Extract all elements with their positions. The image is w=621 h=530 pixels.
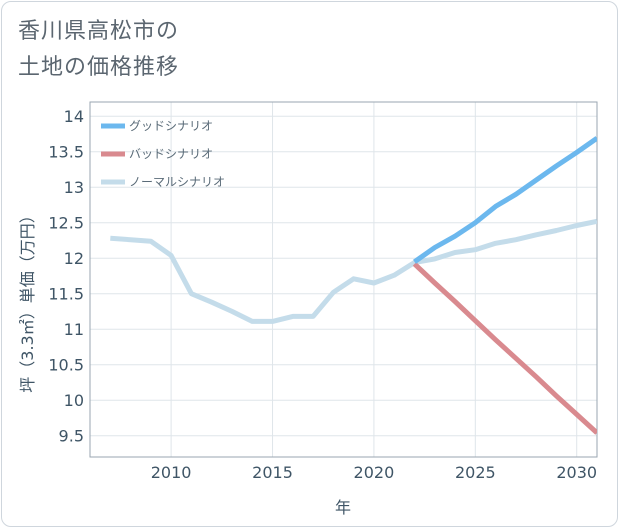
plot-area-frame	[89, 101, 598, 458]
x-tick-label: 2025	[455, 463, 496, 482]
y-tick-label: 13.5	[48, 143, 84, 162]
y-tick-label: 11	[64, 320, 84, 339]
gridlines	[90, 102, 597, 457]
y-tick-label: 14	[64, 107, 84, 126]
series-line-0	[413, 136, 597, 264]
y-tick-label: 12.5	[48, 214, 84, 233]
chart-title-line-1: 香川県高松市の	[18, 19, 180, 44]
chart-title-line-2: 土地の価格推移	[18, 55, 180, 80]
y-tick-label: 13	[64, 178, 84, 197]
x-axis-label: 年	[335, 498, 351, 517]
x-tick-label: 2015	[252, 463, 293, 482]
y-tick-label: 9.5	[59, 427, 84, 446]
y-tick-label: 10.5	[48, 356, 84, 375]
y-tick-labels: 9.5 10 10.5 11 11.5 12 12.5 13 13.5 14	[48, 107, 84, 446]
legend-label-0: グッドシナリオ	[129, 119, 213, 133]
x-tick-label: 2010	[151, 463, 192, 482]
series-line-1	[412, 262, 597, 435]
x-tick-label: 2030	[556, 463, 597, 482]
series-line-2	[110, 218, 597, 324]
legend-label-2: ノーマルシナリオ	[129, 175, 225, 189]
y-tick-label: 12	[64, 249, 84, 268]
y-axis-label: 坪（3.3㎡）単価（万円）	[18, 207, 37, 392]
legend-label-1: バッドシナリオ	[129, 147, 213, 161]
x-tick-label: 2020	[354, 463, 395, 482]
series-lines	[110, 136, 597, 435]
chart-title: 香川県高松市の 土地の価格推移	[18, 14, 179, 86]
x-tick-labels: 2010 2015 2020 2025 2030	[151, 463, 597, 482]
y-tick-label: 11.5	[48, 285, 84, 304]
y-tick-label: 10	[64, 391, 84, 410]
